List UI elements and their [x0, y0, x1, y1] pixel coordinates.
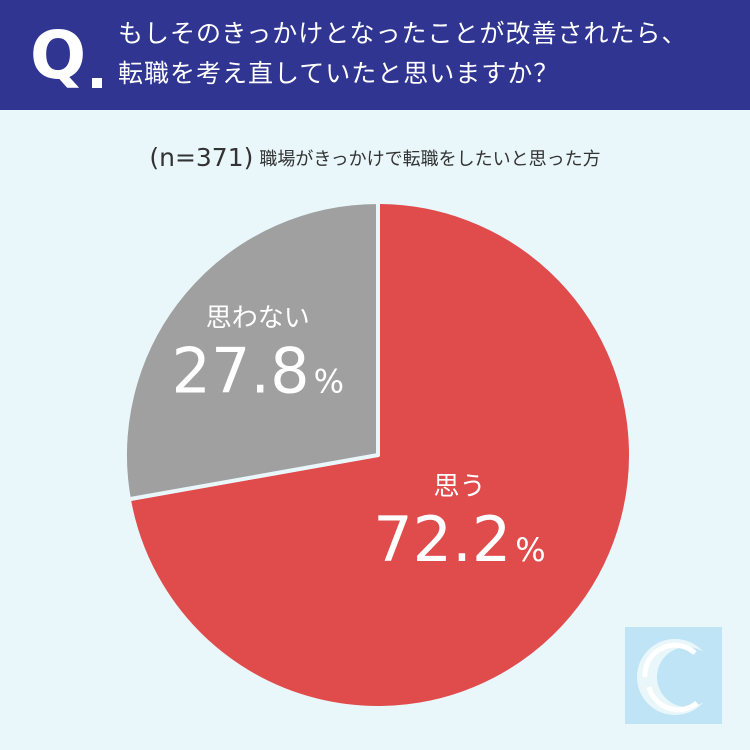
sample-description: 職場がきっかけで転職をしたいと思った方 — [259, 148, 601, 170]
slice-label-2: 思わない — [206, 303, 310, 333]
question-line-1: もしそのきっかけとなったことが改善されたら、 — [118, 19, 688, 48]
pie-slice-2 — [123, 200, 380, 502]
sample-size: (n=371) — [149, 143, 254, 172]
slice-value-1: 72.2% — [373, 503, 545, 576]
slice-label-1: 思う — [433, 472, 485, 502]
q-letter: Q — [30, 17, 87, 94]
question-line-2: 転職を考え直していたと思いますか？ — [118, 59, 560, 88]
sample-info: (n=371) 職場がきっかけで転職をしたいと思った方 — [0, 143, 750, 172]
q-mark: Q — [30, 16, 104, 96]
question-text: もしそのきっかけとなったことが改善されたら、 転職を考え直していたと思いますか？ — [118, 14, 733, 94]
question-header: Q もしそのきっかけとなったことが改善されたら、 転職を考え直していたと思います… — [0, 0, 750, 110]
q-dot — [92, 78, 102, 88]
c-logo-icon — [625, 627, 722, 724]
slice-value-2: 27.8% — [172, 334, 344, 407]
